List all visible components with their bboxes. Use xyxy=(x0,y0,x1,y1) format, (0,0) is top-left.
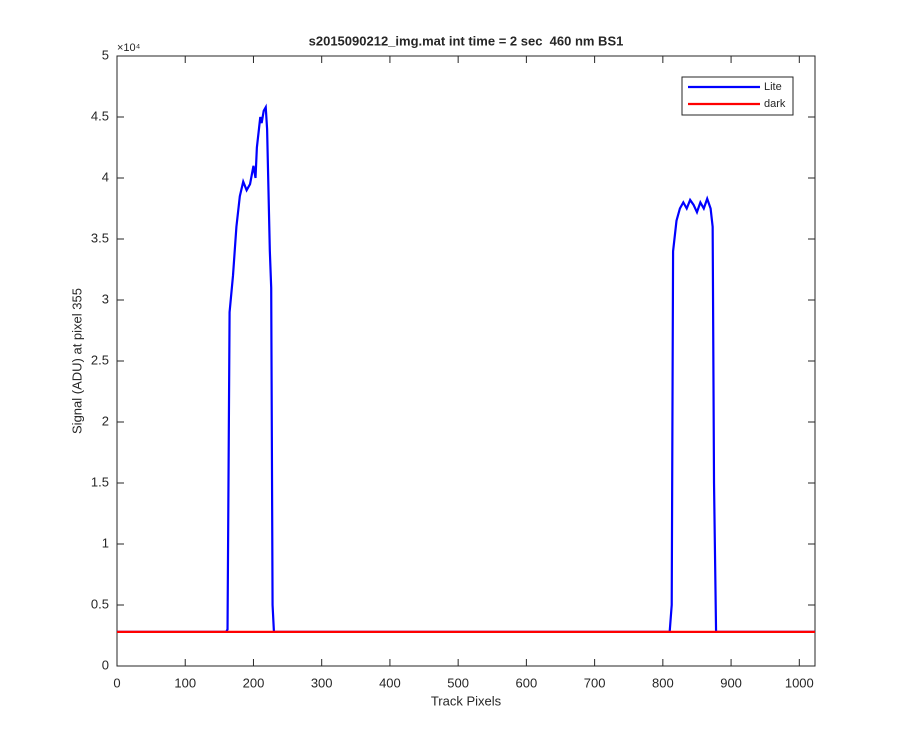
x-tick-label: 300 xyxy=(311,675,333,690)
x-tick-label: 400 xyxy=(379,675,401,690)
y-tick-label: 1.5 xyxy=(91,474,109,489)
y-tick-label: 1 xyxy=(102,535,109,550)
y-tick-label: 2 xyxy=(102,413,109,428)
y-tick-label: 3.5 xyxy=(91,230,109,245)
x-tick-label: 100 xyxy=(174,675,196,690)
y-tick-label: 5 xyxy=(102,47,109,62)
y-tick-label: 0 xyxy=(102,657,109,672)
y-tick-label: 3 xyxy=(102,291,109,306)
x-tick-label: 500 xyxy=(447,675,469,690)
x-tick-label: 600 xyxy=(516,675,538,690)
y-axis-label: Signal (ADU) at pixel 355 xyxy=(69,288,84,434)
y-tick-label: 2.5 xyxy=(91,352,109,367)
chart-title: s2015090212_img.mat int time = 2 sec 460… xyxy=(309,33,624,48)
y-tick-label: 4.5 xyxy=(91,108,109,123)
x-axis-label: Track Pixels xyxy=(431,693,502,708)
y-tick-label: 4 xyxy=(102,169,109,184)
y-multiplier: ×10⁴ xyxy=(117,42,141,54)
legend-label: dark xyxy=(764,98,786,110)
legend-label: Lite xyxy=(764,81,782,93)
x-tick-label: 800 xyxy=(652,675,674,690)
x-tick-label: 900 xyxy=(720,675,742,690)
x-tick-label: 700 xyxy=(584,675,606,690)
x-tick-label: 200 xyxy=(243,675,265,690)
x-tick-label: 0 xyxy=(113,675,120,690)
legend-box xyxy=(681,76,794,116)
x-tick-label: 1000 xyxy=(785,675,814,690)
data-line xyxy=(117,103,815,633)
y-tick-label: 0.5 xyxy=(91,596,109,611)
